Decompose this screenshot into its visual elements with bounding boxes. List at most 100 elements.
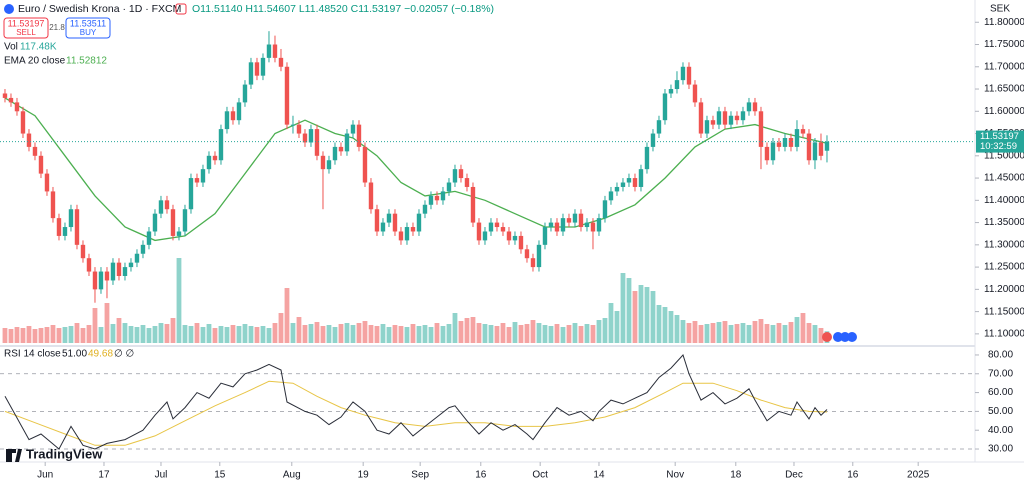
ohlc-readout: O11.51140 H11.54607 L11.48520 C11.53197 … [192, 3, 494, 15]
volume-bar [278, 313, 284, 343]
candle-body [314, 129, 320, 156]
ema-line [4, 97, 828, 242]
volume-bar [146, 328, 152, 343]
volume-bar [650, 291, 656, 343]
y-tick-label: 40.00 [988, 425, 1013, 436]
candle-body [404, 227, 410, 241]
volume-bar [254, 327, 260, 343]
candle-body [656, 120, 662, 134]
x-tick-label: Aug [283, 470, 301, 481]
volume-bar [230, 325, 236, 343]
candle-body [278, 57, 284, 67]
candle-body [584, 222, 590, 228]
volume-bar [554, 324, 560, 343]
candle-body [776, 142, 782, 147]
volume-bar [536, 323, 542, 343]
x-tick-label: 17 [98, 470, 110, 481]
volume-bar [608, 303, 614, 343]
volume-bar [206, 324, 212, 343]
candle-body [548, 222, 554, 228]
volume-bar [248, 326, 254, 343]
volume-bar [116, 318, 122, 343]
candle-body [818, 142, 824, 156]
volume-bar [764, 324, 770, 343]
ema-value: 11.52812 [66, 56, 107, 67]
candle-body [134, 253, 140, 263]
candle-body [104, 271, 110, 281]
candle-body [554, 222, 560, 232]
x-tick-label: 16 [475, 470, 487, 481]
volume-bar [74, 323, 80, 343]
volume-bar [644, 287, 650, 343]
volume-bar [542, 325, 548, 343]
candle-body [68, 209, 74, 228]
candle-body [506, 231, 512, 241]
candle-body [542, 227, 548, 245]
candle-body [422, 204, 428, 214]
candle-body [152, 213, 158, 232]
candle-body [356, 124, 362, 147]
candle-body [458, 169, 464, 179]
candle-body [758, 111, 764, 147]
y-tick-label: 11.80000 [984, 17, 1024, 28]
volume-bar [374, 326, 380, 343]
volume-bar [212, 328, 218, 343]
volume-bar [92, 308, 98, 343]
y-tick-label: 11.50000 [984, 150, 1024, 161]
candle-body [428, 195, 434, 205]
plot-area [0, 31, 975, 450]
candle-body [800, 129, 806, 134]
sell-label: SELL [16, 28, 36, 37]
volume-bar [572, 323, 578, 343]
candle-body [146, 231, 152, 245]
volume-bar [422, 325, 428, 343]
indicator-icons [822, 332, 857, 342]
candle-body [470, 186, 476, 223]
candle-body [326, 160, 332, 170]
candle-body [728, 115, 734, 125]
candle-body [2, 93, 8, 98]
logo [6, 449, 22, 462]
candle-body [452, 169, 458, 183]
volume-bar [506, 327, 512, 343]
volume-bar [632, 291, 638, 343]
candle-body [752, 102, 758, 112]
spread: 21.8 [49, 23, 65, 32]
watermark: TradingView [26, 446, 103, 461]
volume-bar [782, 325, 788, 343]
volume-bar [656, 305, 662, 343]
volume-bar [368, 325, 374, 343]
volume-bar [464, 318, 470, 343]
volume-bar [524, 324, 530, 343]
volume-bar [242, 324, 248, 343]
candle-body [716, 111, 722, 125]
volume-bar [314, 322, 320, 343]
candle-body [8, 97, 14, 103]
buy-button[interactable] [65, 17, 111, 39]
volume-bar [302, 325, 308, 343]
candle-body [122, 267, 128, 276]
candle-body [308, 129, 314, 143]
volume-bar [668, 311, 674, 343]
candle-body [410, 227, 416, 232]
y-tick-label: 11.40000 [984, 195, 1024, 206]
volume-bar [332, 327, 338, 343]
candle-body [602, 200, 608, 219]
candle-body [98, 271, 104, 290]
y-tick-label: 70.00 [988, 368, 1013, 379]
candle-body [578, 213, 584, 228]
candle-body [218, 129, 224, 161]
candle-body [668, 89, 674, 94]
sell-button[interactable] [3, 17, 49, 39]
volume-bar [50, 325, 56, 343]
candle-body [590, 222, 596, 232]
volume-bar [500, 323, 506, 343]
x-tick-label: Jul [155, 470, 168, 481]
y-tick-label: 11.20000 [984, 284, 1024, 295]
volume-bar [290, 323, 296, 343]
series-line [4, 354, 828, 450]
candle-body [176, 231, 182, 236]
x-tick-label: 19 [358, 470, 370, 481]
